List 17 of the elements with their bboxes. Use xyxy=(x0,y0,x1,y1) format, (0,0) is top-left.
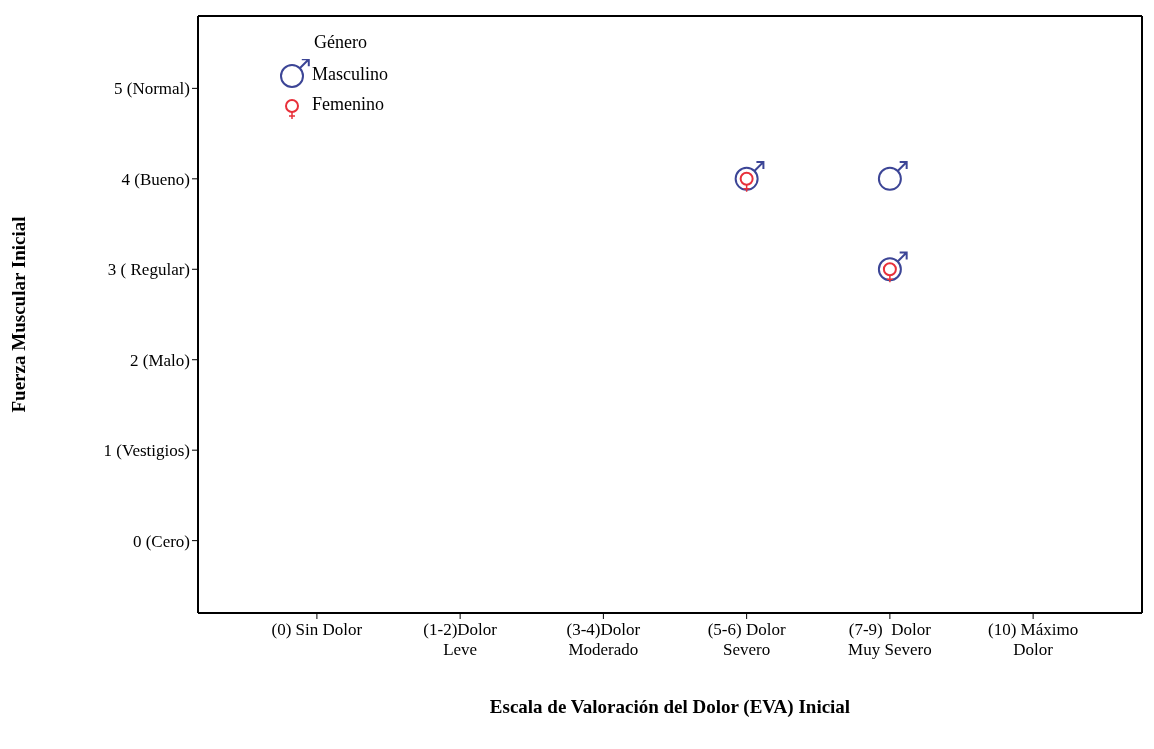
y-tick-label: 0 (Cero) xyxy=(132,531,190,551)
x-tick-label: (1-2)Dolor Leve xyxy=(423,620,498,659)
y-tick-label: 5 (Normal) xyxy=(113,79,190,99)
y-tick-label: 1 (Vestigios) xyxy=(103,441,190,461)
x-tick-label: (7-9) Dolor Muy Severo xyxy=(848,620,932,659)
x-tick-label: (0) Sin Dolor xyxy=(271,620,363,639)
legend-label: Femenino xyxy=(312,93,384,115)
y-tick-label: 4 (Bueno) xyxy=(121,169,190,189)
x-tick-label: (3-4)Dolor Moderado xyxy=(566,620,641,659)
legend-label: Masculino xyxy=(312,63,388,85)
legend-title: Género xyxy=(314,32,368,53)
x-tick-label: (10) Máximo Dolor xyxy=(988,620,1079,659)
y-tick-label: 3 ( Regular) xyxy=(107,260,190,280)
x-axis-title: Escala de Valoración del Dolor (EVA) Inicial xyxy=(489,696,851,718)
y-axis-title: Fuerza Muscular Inicial xyxy=(7,216,29,413)
y-tick-label: 2 (Malo) xyxy=(130,350,190,370)
x-tick-label: (5-6) Dolor Severo xyxy=(707,620,786,659)
